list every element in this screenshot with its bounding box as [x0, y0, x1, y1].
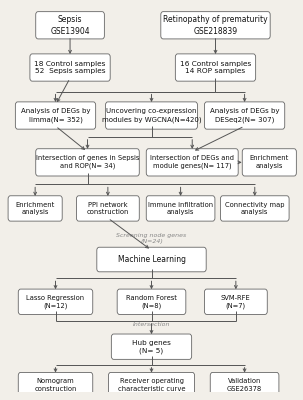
Text: 16 Control samples
14 ROP samples: 16 Control samples 14 ROP samples: [180, 61, 251, 74]
Text: Nomogram
construction: Nomogram construction: [34, 378, 77, 392]
FancyBboxPatch shape: [76, 196, 139, 221]
FancyBboxPatch shape: [146, 196, 215, 221]
Text: Validation
GSE26378: Validation GSE26378: [227, 378, 262, 392]
FancyBboxPatch shape: [15, 102, 96, 129]
Text: Uncovering co-expression
modules by WGCNA(N=420): Uncovering co-expression modules by WGCN…: [102, 108, 201, 123]
FancyBboxPatch shape: [205, 289, 267, 314]
Text: 18 Control samples
52  Sepsis samples: 18 Control samples 52 Sepsis samples: [34, 61, 106, 74]
Text: Immune infiltration
analysis: Immune infiltration analysis: [148, 202, 213, 215]
Text: Enrichment
analysis: Enrichment analysis: [250, 156, 289, 169]
Text: Screening node genes
(N=24): Screening node genes (N=24): [116, 233, 187, 244]
Text: Retinopathy of prematurity
GSE218839: Retinopathy of prematurity GSE218839: [163, 15, 268, 36]
Text: Sepsis
GSE13904: Sepsis GSE13904: [50, 15, 90, 36]
FancyBboxPatch shape: [146, 149, 238, 176]
Text: Random Forest
(N=8): Random Forest (N=8): [126, 295, 177, 309]
Text: Analysis of DEGs by
DESeq2(N= 307): Analysis of DEGs by DESeq2(N= 307): [210, 108, 279, 123]
FancyBboxPatch shape: [105, 102, 198, 129]
Text: Machine Learning: Machine Learning: [118, 255, 185, 264]
Text: PPI network
construction: PPI network construction: [87, 202, 129, 215]
Text: Lasso Regression
(N=12): Lasso Regression (N=12): [26, 295, 85, 309]
Text: Hub genes
(N= 5): Hub genes (N= 5): [132, 340, 171, 354]
Text: Intersection: Intersection: [133, 322, 170, 327]
Text: Intersection of genes in Sepsis
and ROP(N= 34): Intersection of genes in Sepsis and ROP(…: [36, 155, 139, 170]
FancyBboxPatch shape: [112, 334, 191, 359]
FancyBboxPatch shape: [210, 372, 279, 398]
FancyBboxPatch shape: [175, 54, 256, 81]
FancyBboxPatch shape: [18, 372, 93, 398]
FancyBboxPatch shape: [36, 12, 104, 39]
FancyBboxPatch shape: [221, 196, 289, 221]
Text: Connectivity map
analysis: Connectivity map analysis: [225, 202, 285, 215]
FancyBboxPatch shape: [30, 54, 110, 81]
FancyBboxPatch shape: [97, 247, 206, 272]
FancyBboxPatch shape: [117, 289, 186, 314]
Text: SVM-RFE
(N=7): SVM-RFE (N=7): [221, 295, 251, 309]
FancyBboxPatch shape: [36, 149, 139, 176]
Text: Intersection of DEGs and
module genes(N= 117): Intersection of DEGs and module genes(N=…: [150, 155, 234, 170]
FancyBboxPatch shape: [8, 196, 62, 221]
Text: Analysis of DEGs by
limma(N= 352): Analysis of DEGs by limma(N= 352): [21, 108, 90, 123]
FancyBboxPatch shape: [18, 289, 93, 314]
FancyBboxPatch shape: [205, 102, 285, 129]
Text: Receiver operating
characteristic curve: Receiver operating characteristic curve: [118, 378, 185, 392]
FancyBboxPatch shape: [161, 12, 270, 39]
FancyBboxPatch shape: [242, 149, 296, 176]
FancyBboxPatch shape: [108, 372, 195, 398]
Text: Enrichment
analysis: Enrichment analysis: [15, 202, 55, 215]
